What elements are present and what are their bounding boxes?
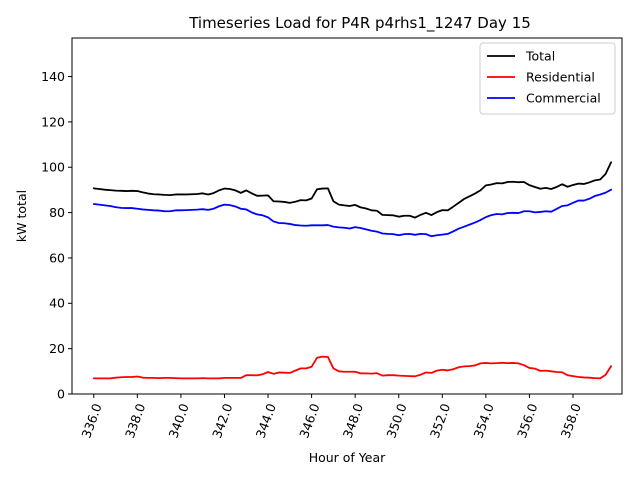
y-axis-label: kW total xyxy=(14,190,29,242)
y-tick-label: 60 xyxy=(49,250,65,265)
series-line-commercial xyxy=(92,188,613,238)
y-tick-label: 20 xyxy=(49,341,65,356)
x-tick-label: 356.0 xyxy=(514,401,540,440)
chart-title: Timeseries Load for P4R p4rhs1_1247 Day … xyxy=(188,14,531,33)
y-tick-label: 80 xyxy=(49,205,65,220)
x-axis: 336.0 338.0 340.0 342.0 344.0 346.0 348.0 350.0… xyxy=(78,394,584,440)
x-tick-label: 340.0 xyxy=(166,401,192,440)
legend-label-residential: Residential xyxy=(526,69,595,84)
plot-frame xyxy=(71,37,623,395)
y-tick-label: 0 xyxy=(57,386,65,401)
x-tick-label: 344.0 xyxy=(253,401,279,440)
legend-label-total: Total xyxy=(525,48,555,63)
x-tick-label: 358.0 xyxy=(558,401,584,440)
x-tick-label: 346.0 xyxy=(296,401,322,440)
series-layer xyxy=(92,161,613,380)
legend-box xyxy=(479,42,616,115)
x-tick-label: 352.0 xyxy=(427,401,453,440)
series-line-total xyxy=(92,161,613,219)
x-tick-label: 338.0 xyxy=(122,401,148,440)
legend: Total Residential Commercial xyxy=(479,42,616,115)
x-tick-label: 348.0 xyxy=(340,401,366,440)
x-tick-label: 342.0 xyxy=(209,401,235,440)
legend-label-commercial: Commercial xyxy=(526,90,601,105)
x-tick-label: 350.0 xyxy=(383,401,409,440)
x-axis-label: Hour of Year xyxy=(309,450,386,465)
y-tick-label: 120 xyxy=(41,114,65,129)
y-axis: 0 20 40 60 80 100 120 140 xyxy=(41,69,72,401)
x-tick-label: 336.0 xyxy=(78,401,104,440)
y-tick-label: 100 xyxy=(41,160,65,175)
y-tick-label: 140 xyxy=(41,69,65,84)
series-line-residential xyxy=(92,355,613,380)
y-tick-label: 40 xyxy=(49,296,65,311)
x-tick-label: 354.0 xyxy=(470,401,496,440)
